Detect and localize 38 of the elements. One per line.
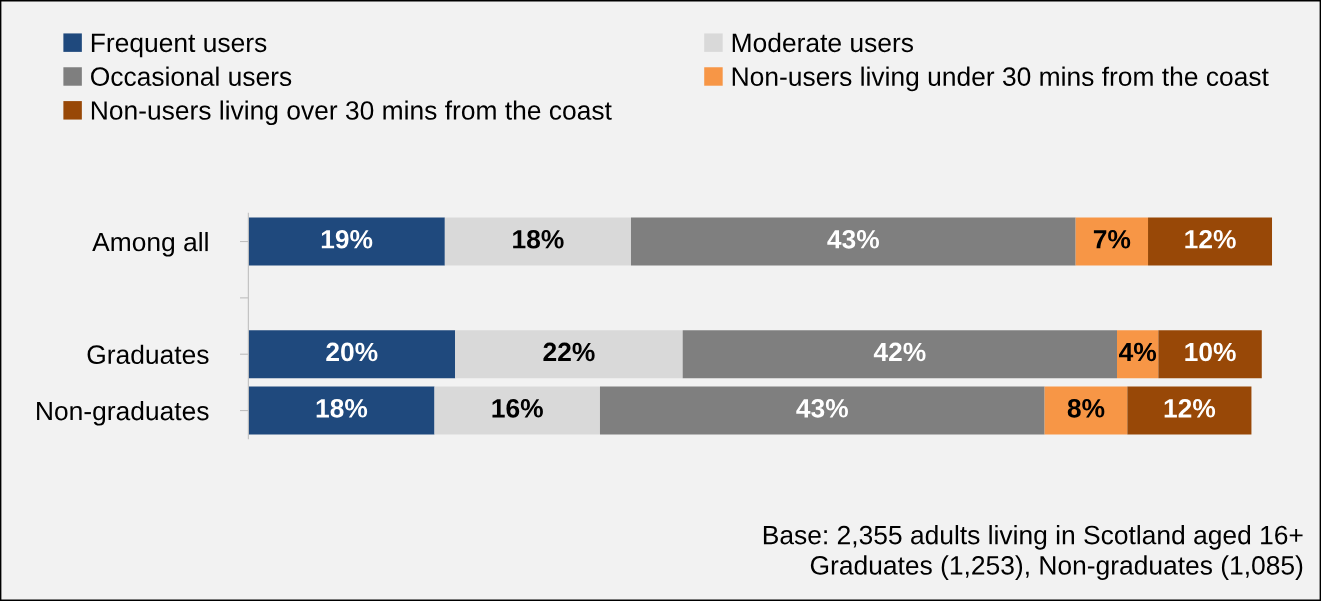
data-label: 43% <box>796 398 848 418</box>
bar <box>434 386 600 435</box>
y-tick-label: Graduates <box>87 344 209 365</box>
data-label: 7% <box>1093 229 1131 249</box>
data-label: 43% <box>827 229 880 249</box>
data-label: 12% <box>1164 398 1216 418</box>
data-label: 8% <box>1067 398 1105 418</box>
y-tick-label: Non-graduates <box>37 401 209 426</box>
bar <box>248 217 445 266</box>
data-label: 20% <box>326 342 378 362</box>
text: Base: 2,355 adults living in Scotland aged 16+ Graduates (1,253), Non-graduates (1,085) <box>763 525 1303 580</box>
data-label: 19% <box>321 229 373 249</box>
data-label: 22% <box>543 342 595 362</box>
bar <box>248 330 456 379</box>
bar <box>1158 330 1262 379</box>
bar <box>444 217 631 266</box>
data-label: 16% <box>492 398 543 418</box>
data-label: 42% <box>873 342 926 362</box>
bar <box>630 217 1076 266</box>
bar <box>1075 217 1149 266</box>
legend-label: Occasional users <box>91 66 292 86</box>
data-label: 10% <box>1185 342 1236 362</box>
data-label: 4% <box>1119 342 1157 362</box>
bar <box>1044 386 1128 435</box>
legend-label: Moderate users <box>732 32 913 53</box>
legend-label: Non-users living over 30 mins from the coast <box>91 100 612 126</box>
bar <box>682 330 1118 379</box>
data-label: 18% <box>316 398 368 418</box>
bar <box>248 386 435 435</box>
data-label: 18% <box>513 229 564 249</box>
legend-label: Non-users living under 30 mins from the coast <box>732 66 1269 92</box>
y-tick-label: Among all <box>92 231 208 257</box>
bar <box>599 386 1045 435</box>
legend-label: Frequent users <box>91 33 267 58</box>
bar <box>1127 386 1252 435</box>
bar <box>455 330 683 379</box>
data-label: 12% <box>1185 229 1236 249</box>
bar <box>1148 217 1273 266</box>
